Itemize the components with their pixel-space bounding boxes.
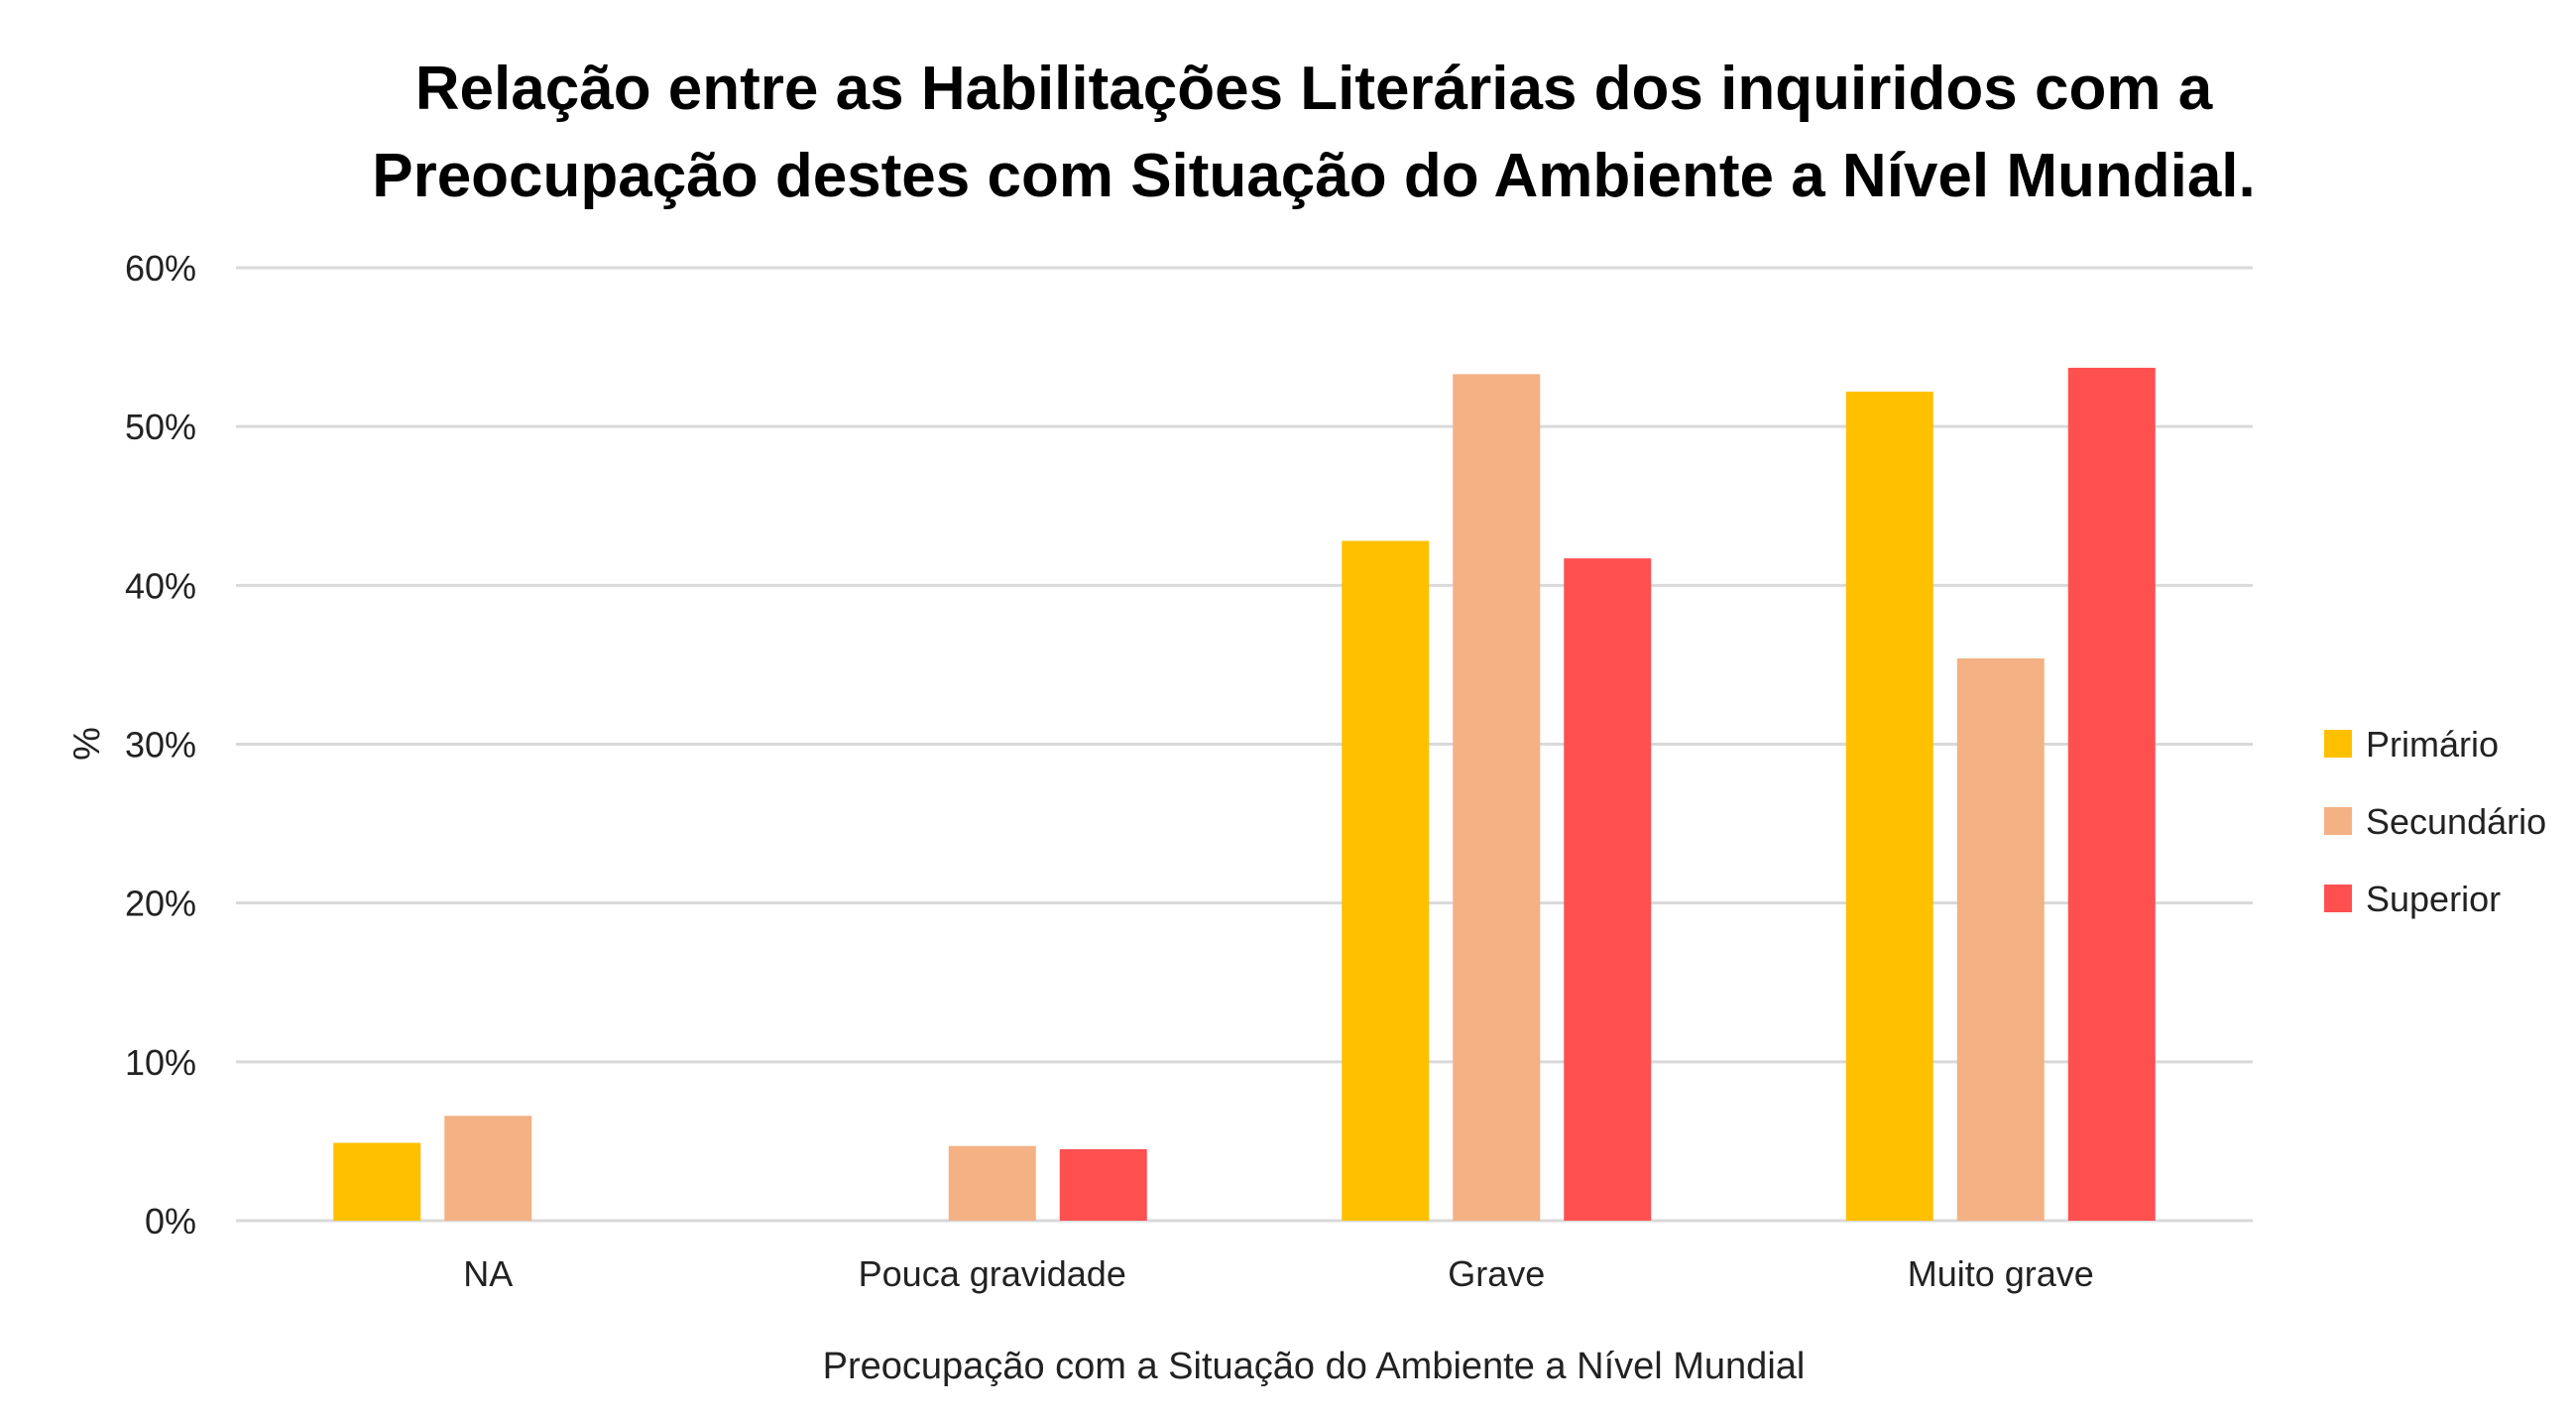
- legend-label: Primário: [2366, 724, 2499, 765]
- y-tick-label: 30%: [125, 725, 196, 766]
- x-category-label: Muito grave: [1908, 1253, 2094, 1294]
- legend-swatch: [2324, 885, 2352, 912]
- bar: [333, 1142, 421, 1221]
- bar: [1453, 374, 1541, 1222]
- bar: [1342, 540, 1430, 1221]
- y-axis-title: %: [66, 727, 108, 761]
- bar: [1059, 1148, 1147, 1221]
- legend-swatch: [2324, 730, 2352, 758]
- legend-label: Secundário: [2366, 801, 2546, 842]
- bar: [1564, 558, 1652, 1221]
- chart-title-line-1: Relação entre as Habilitações Literárias…: [415, 55, 2213, 123]
- legend: Primário Secundário Superior: [2324, 724, 2546, 919]
- bar: [444, 1116, 532, 1221]
- gridlines: [236, 266, 2253, 1223]
- x-axis-title: Preocupação com a Situação do Ambiente a…: [823, 1346, 1806, 1387]
- bar: [948, 1145, 1036, 1221]
- legend-label: Superior: [2366, 879, 2501, 919]
- bars: [333, 367, 2156, 1222]
- y-tick-label: 40%: [125, 565, 196, 606]
- bar: [1845, 391, 1933, 1221]
- x-category-label: NA: [463, 1253, 513, 1294]
- y-axis-ticks: 0% 10% 20% 30% 40% 50% 60%: [125, 248, 196, 1241]
- x-axis-categories: NA Pouca gravidade Grave Muito grave: [463, 1253, 2094, 1294]
- x-category-label: Grave: [1448, 1253, 1545, 1294]
- x-category-label: Pouca gravidade: [859, 1253, 1126, 1294]
- y-tick-label: 10%: [125, 1042, 196, 1083]
- bar: [1956, 658, 2045, 1221]
- chart-title-line-2: Preocupação destes com Situação do Ambie…: [372, 142, 2256, 210]
- y-tick-label: 0%: [145, 1201, 196, 1241]
- legend-swatch: [2324, 807, 2352, 835]
- y-tick-label: 60%: [125, 248, 196, 289]
- y-tick-label: 50%: [125, 407, 196, 447]
- bar: [2067, 367, 2156, 1221]
- y-tick-label: 20%: [125, 884, 196, 924]
